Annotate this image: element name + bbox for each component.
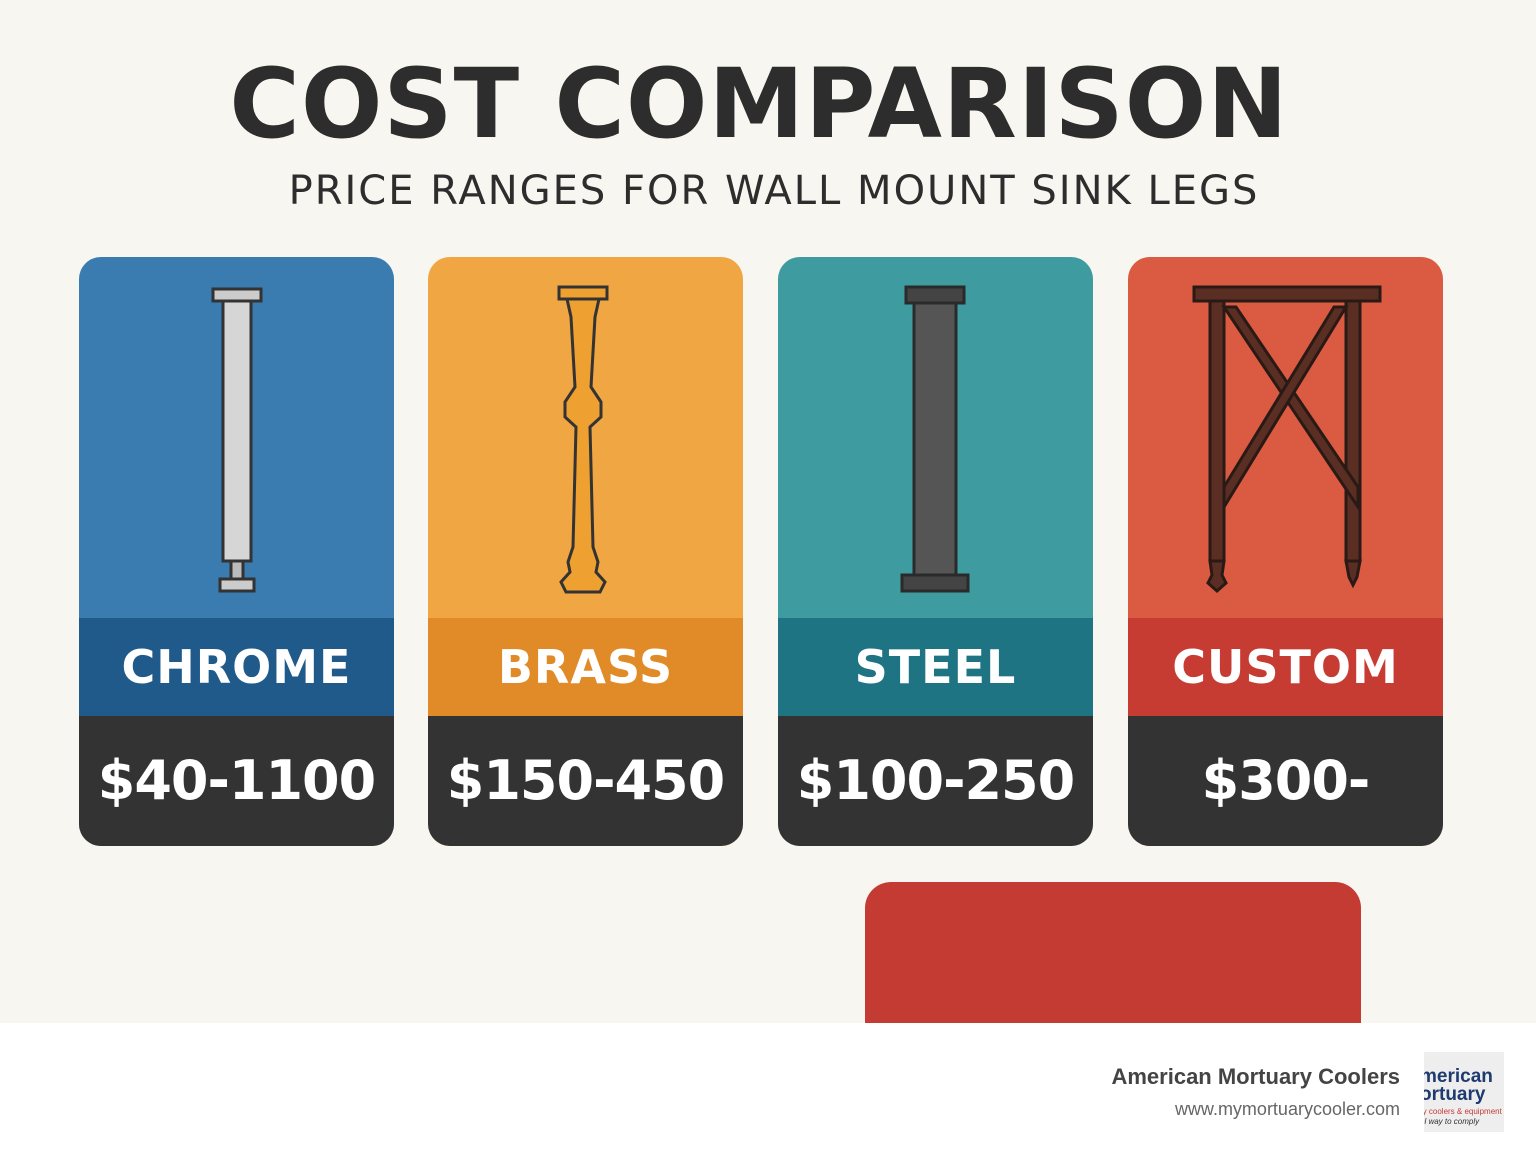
steel-leg-icon bbox=[900, 285, 970, 593]
card: BRASS $150-450 bbox=[428, 257, 743, 846]
logo-text: ry coolers & equipment bbox=[1424, 1107, 1502, 1116]
card-label: STEEL bbox=[778, 618, 1093, 716]
logo-text: ortuary bbox=[1424, 1084, 1486, 1105]
logo-text: el way to comply bbox=[1424, 1117, 1480, 1126]
card-price: $40-1100 bbox=[79, 716, 394, 846]
card-price: $300-600+ bbox=[1128, 716, 1443, 846]
chrome-leg-icon bbox=[211, 287, 263, 593]
logo-text: merican bbox=[1424, 1066, 1493, 1087]
card: CHROME $40-1100 bbox=[79, 257, 394, 846]
red-panel bbox=[865, 882, 1361, 1023]
title: COST COMPARISON bbox=[229, 48, 1289, 160]
card-label: BRASS bbox=[428, 618, 743, 716]
card: CUSTOM $300-600+ bbox=[1128, 257, 1443, 846]
footer-url: www.mymortuarycooler.com bbox=[1174, 1099, 1400, 1119]
footer-brand: American Mortuary Coolers bbox=[1111, 1064, 1400, 1089]
brass-leg-icon bbox=[557, 285, 609, 594]
custom-leg-icon bbox=[1192, 285, 1382, 594]
card-label: CHROME bbox=[79, 618, 394, 716]
subtitle: PRICE RANGES FOR WALL MOUNT SINK LEGS bbox=[288, 168, 1260, 214]
card: STEEL $100-250 bbox=[778, 257, 1093, 846]
logo: merican ortuary ry coolers & equipment e… bbox=[1424, 1052, 1504, 1132]
card-label: CUSTOM bbox=[1128, 618, 1443, 716]
card-price: $150-450 bbox=[428, 716, 743, 846]
card-price: $100-250 bbox=[778, 716, 1093, 846]
infographic: COST COMPARISON PRICE RANGES FOR WALL MO… bbox=[0, 0, 1536, 1023]
